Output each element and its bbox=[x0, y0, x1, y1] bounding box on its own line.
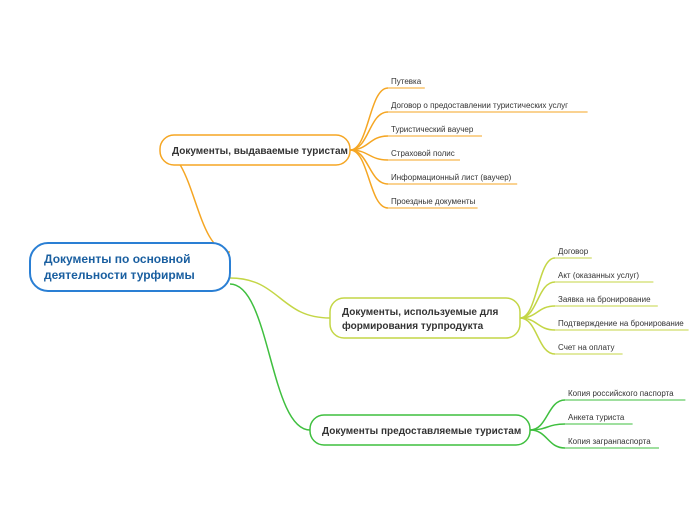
leaf-label: Акт (оказанных услуг) bbox=[558, 271, 639, 280]
connector bbox=[530, 400, 565, 430]
connector bbox=[350, 88, 388, 150]
leaf-label: Договор bbox=[558, 247, 589, 256]
leaf-label: Копия загранпаспорта bbox=[568, 437, 651, 446]
connector bbox=[350, 150, 388, 208]
branch-label: Документы, выдаваемые туристам bbox=[172, 146, 348, 157]
root-label-line1: Документы по основной bbox=[44, 252, 190, 266]
branch-label: Документы, используемые для bbox=[342, 307, 498, 318]
branch-label: Документы предоставляемые туристам bbox=[322, 426, 521, 437]
connector bbox=[230, 278, 330, 318]
connector bbox=[230, 284, 310, 430]
leaf-label: Проездные документы bbox=[391, 197, 476, 206]
root-node[interactable] bbox=[30, 243, 230, 291]
connector bbox=[530, 424, 565, 430]
leaf-label: Путевка bbox=[391, 77, 422, 86]
leaf-label: Счет на оплату bbox=[558, 343, 615, 352]
connector bbox=[530, 430, 565, 448]
leaf-label: Информационный лист (ваучер) bbox=[391, 173, 512, 182]
connector bbox=[520, 258, 555, 318]
leaf-label: Заявка на бронирование bbox=[558, 295, 651, 304]
leaf-label: Туристический ваучер bbox=[391, 125, 474, 134]
branch-node-b2[interactable] bbox=[330, 298, 520, 338]
branch-label: формирования турпродукта bbox=[342, 320, 484, 332]
leaf-label: Договор о предоставлении туристических у… bbox=[391, 101, 568, 110]
leaf-label: Подтверждение на бронирование bbox=[558, 319, 684, 328]
leaf-label: Страховой полис bbox=[391, 149, 455, 158]
mindmap-canvas: Путевка Договор о предоставлении туристич… bbox=[0, 0, 696, 520]
root-label-line2: деятельности турфирмы bbox=[44, 268, 195, 282]
leaf-label: Копия российского паспорта bbox=[568, 389, 674, 398]
leaf-label: Анкета туриста bbox=[568, 413, 625, 422]
